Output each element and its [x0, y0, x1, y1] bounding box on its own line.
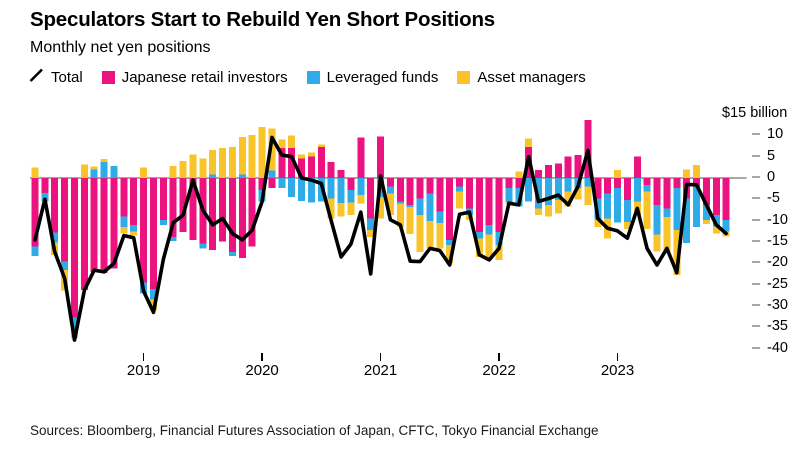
legend-label-total: Total	[51, 69, 83, 86]
legend-label-leveraged: Leveraged funds	[326, 69, 439, 86]
legend-item-total: Total	[29, 68, 83, 87]
legend-item-retail: Japanese retail investors	[101, 69, 288, 86]
asset-managers-swatch-icon	[457, 71, 471, 84]
page-title: Speculators Start to Rebuild Yen Short P…	[30, 8, 496, 31]
chart-subtitle: Monthly net yen positions	[30, 39, 211, 56]
legend-label-retail: Japanese retail investors	[121, 69, 288, 86]
legend-label-asset-managers: Asset managers	[477, 69, 586, 86]
leveraged-swatch-icon	[306, 71, 320, 84]
line-slash-icon	[29, 68, 44, 87]
retail-swatch-icon	[101, 71, 115, 84]
legend-item-asset-managers: Asset managers	[457, 69, 586, 86]
legend-item-leveraged: Leveraged funds	[306, 69, 439, 86]
source-text: Sources: Bloomberg, Financial Futures As…	[30, 423, 599, 438]
y-axis-unit-label: $15 billion	[722, 105, 788, 121]
legend: Total Japanese retail investors Leverage…	[29, 68, 605, 87]
